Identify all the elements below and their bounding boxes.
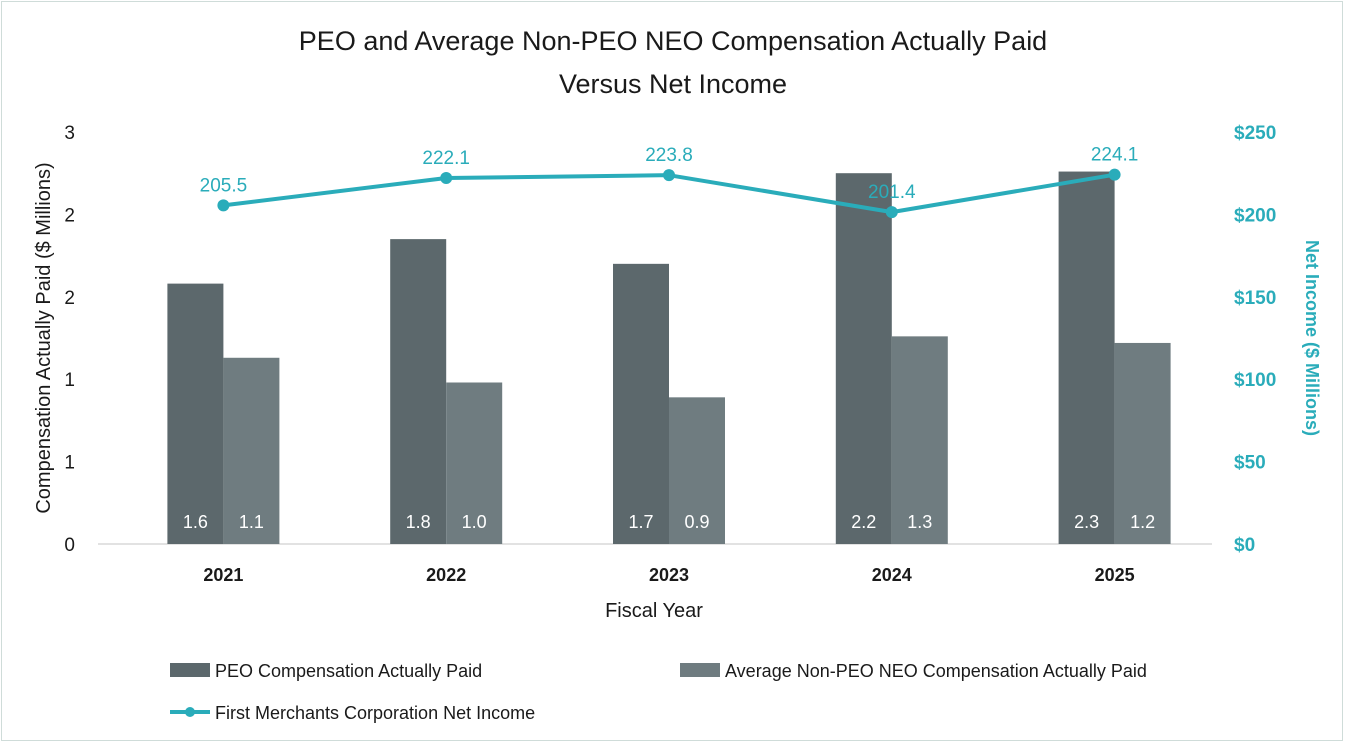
- bar-peo-2024: [835, 173, 892, 544]
- y-axis-title: Compensation Actually Paid ($ Millions): [33, 162, 55, 513]
- bar-peo-2022: [390, 239, 447, 544]
- bar-label-non-peo-2024: 1.3: [907, 512, 932, 532]
- y-tick-label: 1: [64, 453, 75, 474]
- legend-swatch-1: [680, 663, 720, 677]
- bars-layer: 1.6 1.8 1.7 2.2 2.3 1.1 1.0 0.9 1.3 1.2: [167, 171, 1171, 544]
- y-tick-label: 0: [64, 535, 75, 556]
- legend-label-2: First Merchants Corporation Net Income: [215, 703, 535, 723]
- net-income-point-2024: [885, 206, 898, 219]
- legend-swatch-0: [170, 663, 210, 677]
- ticks-layer: 0 1 1 2 2 3 $0 $50 $100 $150 $200 $250 2021 2022 2023 2…: [64, 123, 1276, 585]
- net-income-label-2024: 201.4: [868, 182, 916, 203]
- bar-non-peo-2024: [891, 336, 948, 544]
- net-income-point-2025: [1108, 168, 1121, 181]
- bar-non-peo-2025: [1114, 342, 1171, 544]
- x-tick-label-2021: 2021: [203, 565, 243, 585]
- y-tick-label: 1: [64, 370, 75, 391]
- net-income-point-2021: [217, 199, 230, 212]
- bar-label-peo-2022: 1.8: [406, 512, 431, 532]
- legend-label-1: Average Non-PEO NEO Compensation Actuall…: [725, 661, 1147, 681]
- bar-peo-2021: [167, 283, 224, 544]
- x-tick-label-2024: 2024: [872, 565, 912, 585]
- y2-tick-label: $200: [1234, 205, 1276, 226]
- bar-non-peo-2023: [669, 397, 725, 544]
- bar-non-peo-2022: [446, 382, 503, 544]
- x-axis-title: Fiscal Year: [605, 600, 703, 622]
- y2-tick-label: $250: [1234, 123, 1276, 144]
- y-tick-label: 3: [64, 123, 75, 144]
- y2-axis-title: Net Income ($ Millions): [1302, 240, 1322, 436]
- y2-tick-label: $150: [1234, 288, 1276, 309]
- legend: PEO Compensation Actually Paid Average No…: [170, 661, 1147, 723]
- bar-label-peo-2021: 1.6: [183, 512, 208, 532]
- y-tick-label: 2: [64, 205, 75, 226]
- chart-title-line-1: PEO and Average Non-PEO NEO Compensation…: [299, 26, 1047, 56]
- bar-label-non-peo-2025: 1.2: [1130, 512, 1155, 532]
- y-tick-label: 2: [64, 288, 75, 309]
- x-tick-label-2022: 2022: [426, 565, 466, 585]
- net-income-point-2022: [440, 171, 453, 184]
- net-income-label-2025: 224.1: [1091, 145, 1139, 166]
- legend-label-0: PEO Compensation Actually Paid: [215, 661, 482, 681]
- net-income-label-2022: 222.1: [422, 148, 470, 169]
- bar-label-peo-2023: 1.7: [628, 512, 653, 532]
- x-tick-label-2023: 2023: [649, 565, 689, 585]
- y2-tick-label: $0: [1234, 535, 1255, 556]
- bar-label-non-peo-2021: 1.1: [239, 512, 264, 532]
- bar-peo-2025: [1058, 171, 1115, 544]
- bar-label-non-peo-2023: 0.9: [684, 512, 709, 532]
- bar-label-non-peo-2022: 1.0: [462, 512, 487, 532]
- x-tick-label-2025: 2025: [1095, 565, 1135, 585]
- bar-label-peo-2025: 2.3: [1074, 512, 1099, 532]
- line-layer: 205.5 222.1 223.8 201.4 224.1: [200, 145, 1139, 219]
- bar-label-peo-2024: 2.2: [851, 512, 876, 532]
- net-income-label-2021: 205.5: [200, 175, 248, 196]
- bar-peo-2023: [613, 263, 669, 544]
- bar-non-peo-2021: [223, 357, 280, 544]
- legend-marker-2: [185, 707, 195, 717]
- y2-tick-label: $100: [1234, 370, 1276, 391]
- net-income-point-2023: [663, 169, 675, 182]
- y2-tick-label: $50: [1234, 453, 1266, 474]
- chart-title-line-2: Versus Net Income: [559, 69, 787, 99]
- net-income-label-2023: 223.8: [645, 145, 693, 166]
